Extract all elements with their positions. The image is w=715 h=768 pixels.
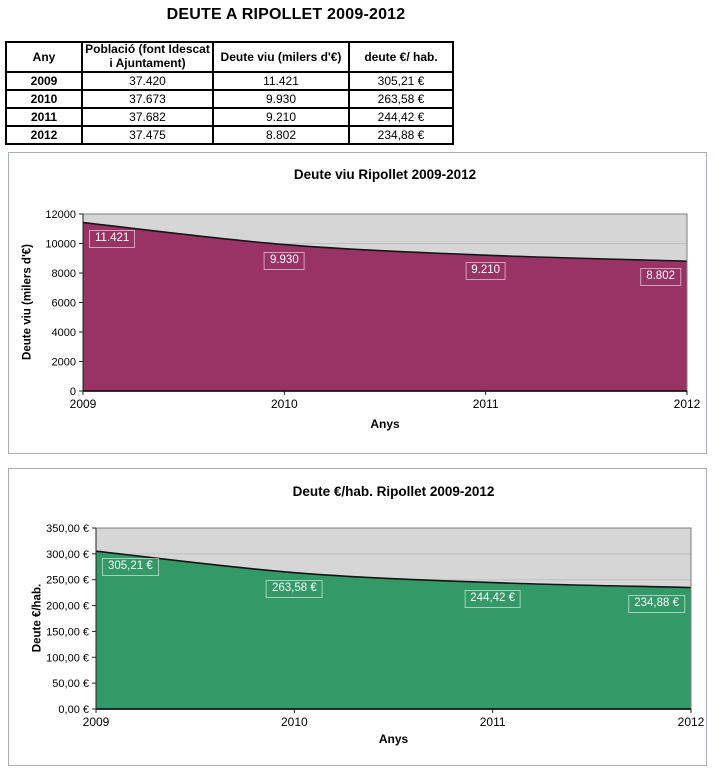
- x-tick-label: 2012: [674, 397, 701, 411]
- table-cell-year: 2009: [5, 70, 83, 91]
- chart-title: Deute viu Ripollet 2009-2012: [293, 167, 477, 182]
- series-line: [82, 221, 688, 262]
- table-cell-deute-viu: 9.210: [212, 106, 350, 127]
- data-label: 244,42 €: [464, 589, 522, 608]
- y-axis-title: Deute viu (milers d'€): [21, 244, 34, 360]
- y-tick-label: 2000: [52, 357, 76, 369]
- data-label: 9.210: [465, 262, 507, 281]
- x-tick-label: 2012: [678, 715, 705, 729]
- y-tick-label: 350,00 €: [46, 523, 89, 535]
- y-tick-label: 50,00 €: [52, 678, 89, 690]
- table-row: 2010 37.673 9.930 263,58 €: [5, 88, 454, 109]
- plot-area-svg: 0 2000 4000 6000 8000 10000 12000 2009 2010 2011 2…: [45, 209, 701, 411]
- table-header-row: Any Població (font Idescat i Ajuntament)…: [5, 41, 454, 73]
- x-tick-label: 2011: [480, 715, 506, 729]
- col-header-any: Any: [5, 41, 83, 73]
- x-tick-label: 2009: [70, 397, 97, 411]
- x-tick-label: 2010: [271, 397, 298, 411]
- table-row: 2011 37.682 9.210 244,42 €: [5, 106, 454, 127]
- table-cell-poblacio: 37.673: [81, 88, 214, 109]
- x-axis-title: Anys: [378, 732, 409, 746]
- table-cell-deute-hab: 244,42 €: [348, 106, 454, 127]
- x-tick-label: 2010: [281, 715, 308, 729]
- data-label: 8.802: [640, 268, 681, 287]
- data-label: 9.930: [263, 251, 305, 270]
- plot-area-svg: 0,00 € 50,00 € 100,00 € 150,00 € 200,00 € 250…: [46, 523, 705, 729]
- data-label: 263,58 €: [265, 579, 323, 598]
- data-label: 305,21 €: [102, 558, 159, 577]
- y-axis-title: Deute €/hab.: [31, 583, 44, 653]
- table-cell-deute-viu: 8.802: [212, 124, 350, 145]
- y-tick-label: 12000: [45, 209, 76, 221]
- y-tick-label: 0: [70, 386, 76, 398]
- series-line: [95, 550, 692, 589]
- table-cell-deute-hab: 305,21 €: [348, 70, 454, 91]
- y-tick-label: 8000: [52, 268, 76, 280]
- deute-per-hab-chart: Deute €/hab. Ripollet 2009-2012 Deute €/…: [8, 468, 707, 766]
- x-axis-title: Anys: [370, 417, 400, 431]
- y-tick-label: 0,00 €: [58, 704, 89, 716]
- data-label: 11.421: [89, 229, 136, 248]
- col-header-deute-viu: Deute viu (milers d'€): [212, 41, 350, 73]
- table-row: 2012 37.475 8.802 234,88 €: [5, 124, 454, 145]
- page-title: DEUTE A RIPOLLET 2009-2012: [166, 6, 406, 23]
- table-cell-poblacio: 37.475: [81, 124, 214, 145]
- y-tick-label: 300,00 €: [46, 549, 89, 561]
- table-cell-deute-viu: 11.421: [212, 70, 350, 91]
- x-tick-label: 2009: [83, 715, 110, 729]
- x-tick-label: 2011: [473, 397, 499, 411]
- table-cell-deute-hab: 263,58 €: [348, 88, 454, 109]
- y-tick-label: 100,00 €: [46, 652, 89, 664]
- table-row: 2009 37.420 11.421 305,21 €: [5, 70, 454, 91]
- table-cell-year: 2012: [5, 124, 83, 145]
- y-tick-label: 200,00 €: [46, 601, 89, 613]
- table-cell-year: 2010: [5, 88, 83, 109]
- y-tick-label: 150,00 €: [46, 626, 89, 638]
- data-table: Any Població (font Idescat i Ajuntament)…: [5, 41, 454, 145]
- area-series: [83, 222, 687, 391]
- table-cell-deute-hab: 234,88 €: [348, 124, 454, 145]
- deute-viu-chart: Deute viu Ripollet 2009-2012 Deute viu (…: [8, 152, 707, 454]
- table-cell-poblacio: 37.682: [81, 106, 214, 127]
- table-cell-poblacio: 37.420: [81, 70, 214, 91]
- table-cell-year: 2011: [5, 106, 83, 127]
- y-tick-label: 10000: [45, 239, 76, 251]
- chart-title: Deute €/hab. Ripollet 2009-2012: [292, 484, 495, 499]
- y-tick-label: 6000: [52, 298, 76, 310]
- y-tick-label: 4000: [52, 327, 76, 339]
- area-series: [96, 551, 691, 709]
- table-cell-deute-viu: 9.930: [212, 88, 350, 109]
- data-label: 234,88 €: [628, 594, 685, 613]
- col-header-deute-hab: deute €/ hab.: [348, 41, 454, 73]
- col-header-poblacio: Població (font Idescat i Ajuntament): [81, 41, 214, 73]
- y-tick-label: 250,00 €: [46, 575, 89, 587]
